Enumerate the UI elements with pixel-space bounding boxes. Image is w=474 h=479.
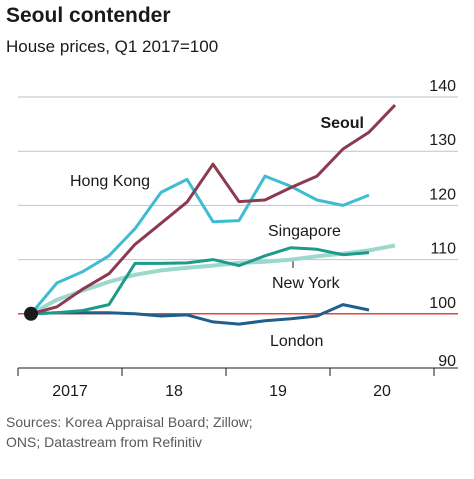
y-tick-label: 100 (429, 295, 456, 312)
y-tick-label: 90 (438, 353, 456, 370)
chart-subtitle: House prices, Q1 2017=100 (6, 37, 218, 56)
y-tick-label: 140 (429, 78, 456, 95)
y-tick-label: 120 (429, 186, 456, 203)
source: ONS; Datastream from Refinitiv (6, 434, 202, 450)
series-line (29, 174, 370, 315)
series-label: Hong Kong (70, 173, 150, 190)
series-label: Seoul (320, 115, 364, 132)
series-label: London (270, 333, 323, 350)
series-line (30, 246, 370, 316)
series-label: New York (272, 275, 341, 292)
x-tick-label: 2017 (52, 383, 88, 400)
x-tick-label: 18 (165, 383, 183, 400)
source: Sources: Korea Appraisal Board; Zillow; (6, 414, 253, 430)
chart-title: Seoul contender (6, 4, 171, 27)
y-tick-label: 130 (429, 132, 456, 149)
series-line (30, 243, 396, 316)
series-line (30, 104, 397, 316)
x-tick-label: 19 (269, 383, 287, 400)
series-line (30, 303, 370, 326)
start-dot (24, 306, 38, 321)
x-tick-label: 20 (373, 383, 391, 400)
y-tick-label: 110 (430, 241, 456, 258)
series-label: Singapore (268, 223, 341, 240)
